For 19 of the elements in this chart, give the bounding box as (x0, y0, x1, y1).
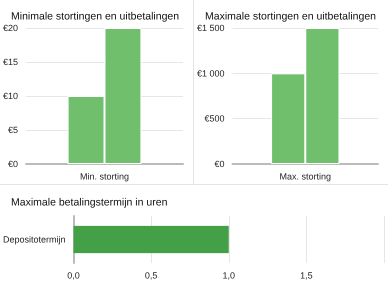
y-tick-label: €0 (214, 159, 225, 169)
x-tick-label: 0,5 (144, 270, 158, 280)
y-tick-label: €1 000 (196, 68, 225, 78)
x-tick-label: 1,5 (300, 270, 313, 280)
x-tick-label: Max. storting (280, 172, 332, 182)
y-tick-label: €0 (8, 159, 18, 169)
y-tick-label: €10 (2, 91, 18, 101)
chart-title: Maximale stortingen en uitbetalingen (205, 10, 376, 22)
chart-title: Minimale stortingen en uitbetalingen (11, 10, 180, 22)
y-tick-label: €20 (2, 23, 18, 33)
y-tick-label: Depositotermijn (2, 234, 66, 244)
y-tick-label: €5 (8, 125, 18, 135)
x-tick-label: Min. storting (80, 172, 130, 182)
x-tick-label: 0,0 (67, 270, 80, 280)
y-tick-label: €1 500 (196, 23, 225, 33)
x-tick-label: 1,0 (222, 270, 236, 280)
chart-title: Maximale betalingstermijn in uren (11, 196, 168, 208)
y-tick-label: €15 (2, 57, 18, 67)
y-tick-label: €500 (204, 114, 225, 124)
